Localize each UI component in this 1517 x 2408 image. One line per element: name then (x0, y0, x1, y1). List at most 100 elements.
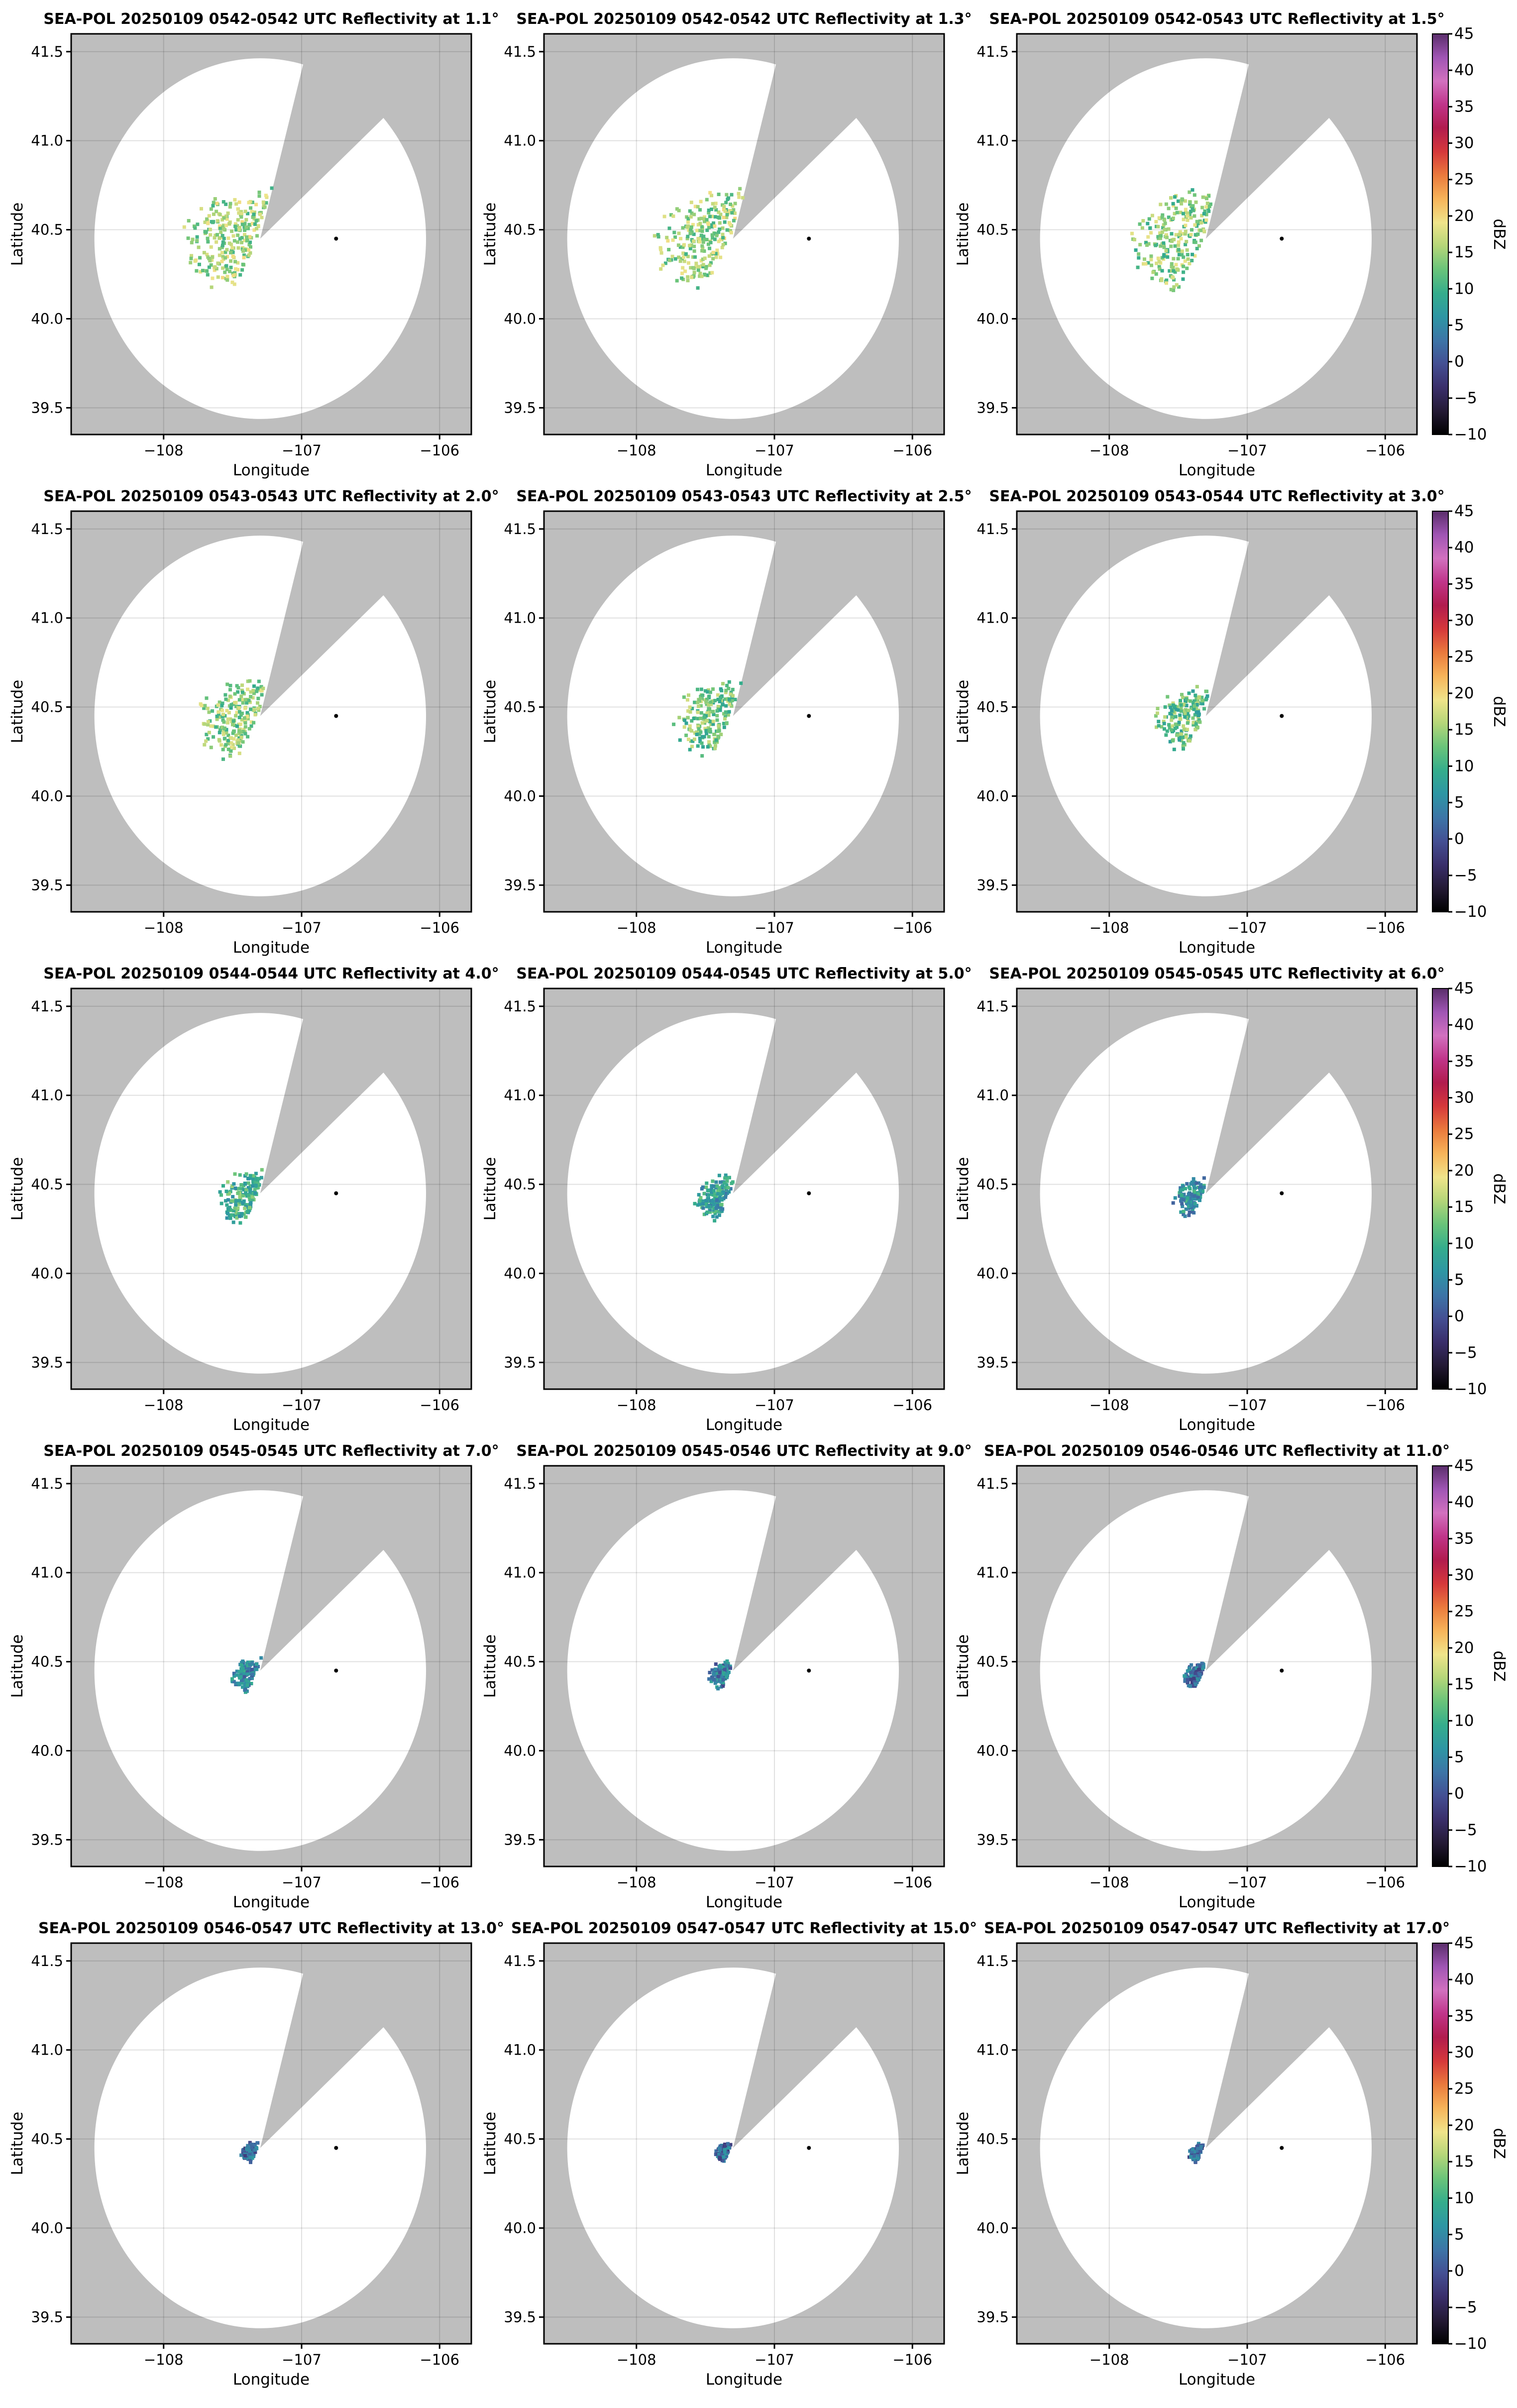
x-tick-label: −106 (1365, 1397, 1405, 1414)
y-tick-label: 41.0 (31, 1564, 63, 1581)
y-tick-label: 39.5 (976, 876, 1009, 893)
colorbar-tick-label: −10 (1454, 903, 1487, 921)
y-tick-label: 41.0 (976, 610, 1009, 627)
y-tick-label: 41.0 (504, 610, 536, 627)
x-tick-label: −107 (282, 442, 322, 459)
radar-panel: −108 −107 −106 39.5 40.0 40.5 41.0 41.5 Longitud… (8, 1442, 499, 1911)
radar-panel: −108 −107 −106 39.5 40.0 40.5 41.0 41.5 Longitud… (954, 10, 1445, 479)
panel-title: SEA-POL 20250109 0542-0542 UTC Reflectiv… (516, 10, 972, 28)
radar-coverage (1040, 1490, 1372, 1851)
x-axis-label: Longitude (706, 1893, 782, 1911)
y-tick-label: 39.5 (31, 1831, 63, 1848)
y-tick-label: 41.0 (504, 2042, 536, 2059)
colorbar-tick-label: 20 (1454, 1162, 1474, 1180)
radar-coverage (94, 58, 426, 419)
x-tick-label: −107 (282, 1874, 322, 1891)
y-axis-label: Latitude (481, 203, 499, 266)
radar-coverage (1040, 1968, 1372, 2328)
y-tick-label: 40.5 (976, 699, 1009, 716)
y-tick-label: 40.5 (504, 1653, 536, 1670)
colorbar-tick-label: 40 (1454, 1970, 1474, 1988)
y-tick-label: 41.5 (976, 998, 1009, 1015)
y-tick-label: 40.0 (976, 1265, 1009, 1282)
site-marker (1280, 236, 1284, 241)
plot-frame (1016, 987, 1418, 1390)
colorbar: −10 −5 0 5 10 15 20 25 30 35 40 45 dBZ (1432, 980, 1508, 1398)
y-tick-label: 40.5 (504, 221, 536, 238)
colorbar-tick-label: 20 (1454, 2116, 1474, 2134)
colorbar: −10 −5 0 5 10 15 20 25 30 35 40 45 dBZ (1432, 1457, 1508, 1875)
y-tick-label: 40.5 (31, 221, 63, 238)
y-tick-label: 41.5 (31, 521, 63, 538)
x-tick-label: −108 (1089, 1397, 1129, 1414)
y-tick-label: 41.5 (976, 1953, 1009, 1970)
colorbar-gradient (1432, 1465, 1449, 1867)
site-marker (334, 714, 338, 718)
y-tick-label: 40.5 (31, 699, 63, 716)
y-tick-label: 41.0 (504, 1564, 536, 1581)
x-axis-label: Longitude (706, 2371, 782, 2389)
x-tick-label: −106 (892, 2351, 932, 2368)
y-tick-label: 39.5 (504, 1831, 536, 1848)
y-tick-label: 40.0 (31, 1742, 63, 1759)
colorbar-tick-label: −10 (1454, 1380, 1487, 1398)
panel-title: SEA-POL 20250109 0543-0544 UTC Reflectiv… (989, 488, 1444, 505)
x-tick-label: −108 (617, 919, 656, 936)
reflectivity-echo (714, 2142, 733, 2163)
site-marker (1280, 714, 1284, 718)
plot-frame (70, 33, 472, 436)
x-tick-label: −107 (282, 2351, 322, 2368)
x-tick-label: −106 (420, 2351, 459, 2368)
x-tick-label: −106 (420, 1874, 459, 1891)
colorbar-tick-label: −5 (1454, 867, 1477, 884)
x-axis-label: Longitude (706, 1416, 782, 1434)
colorbar-tick-label: 20 (1454, 684, 1474, 702)
y-tick-label: 41.0 (976, 2042, 1009, 2059)
site-marker (1280, 2146, 1284, 2150)
x-axis-label: Longitude (1179, 2371, 1255, 2389)
y-tick-label: 40.0 (976, 1742, 1009, 1759)
x-tick-label: −106 (892, 919, 932, 936)
radar-coverage (1040, 58, 1372, 419)
x-tick-label: −108 (144, 1397, 184, 1414)
colorbar-tick-label: 15 (1454, 1675, 1474, 1693)
reflectivity-echo (218, 1168, 264, 1225)
x-tick-label: −106 (892, 442, 932, 459)
y-tick-label: 39.5 (504, 2308, 536, 2325)
reflectivity-echo (693, 1173, 735, 1223)
x-tick-label: −107 (1227, 919, 1267, 936)
y-axis-label: Latitude (8, 1635, 26, 1698)
colorbar-tick-label: 30 (1454, 134, 1474, 152)
radar-coverage (1040, 1013, 1372, 1374)
y-axis-label: Latitude (8, 203, 26, 266)
colorbar-tick-label: 0 (1454, 1785, 1464, 1803)
colorbar-tick-label: 10 (1454, 757, 1474, 775)
y-axis-label: Latitude (8, 1157, 26, 1221)
x-tick-label: −108 (144, 1874, 184, 1891)
colorbar-tick-label: 10 (1454, 2189, 1474, 2207)
y-tick-label: 40.0 (504, 1742, 536, 1759)
y-tick-label: 40.0 (504, 2219, 536, 2236)
reflectivity-echo (1188, 2142, 1205, 2164)
radar-panel: −108 −107 −106 39.5 40.0 40.5 41.0 41.5 Longitud… (954, 1442, 1450, 1911)
y-axis-label: Latitude (481, 680, 499, 744)
radar-coverage (1040, 536, 1372, 896)
y-tick-label: 39.5 (31, 876, 63, 893)
reflectivity-echo (1130, 188, 1212, 292)
x-tick-label: −108 (1089, 442, 1129, 459)
site-marker (807, 1668, 811, 1673)
x-axis-label: Longitude (706, 939, 782, 957)
colorbar-tick-label: 20 (1454, 207, 1474, 225)
colorbar-tick-label: 35 (1454, 575, 1474, 593)
y-tick-label: 40.5 (976, 1176, 1009, 1193)
y-tick-label: 40.5 (504, 699, 536, 716)
x-axis-label: Longitude (233, 1416, 310, 1434)
y-tick-label: 40.5 (976, 1653, 1009, 1670)
y-tick-label: 40.0 (976, 787, 1009, 804)
colorbar-tick-label: 5 (1454, 316, 1464, 334)
x-tick-label: −107 (755, 2351, 794, 2368)
panel-title: SEA-POL 20250109 0543-0543 UTC Reflectiv… (43, 488, 499, 505)
site-marker (334, 2146, 338, 2150)
colorbar-tick-label: 15 (1454, 721, 1474, 739)
